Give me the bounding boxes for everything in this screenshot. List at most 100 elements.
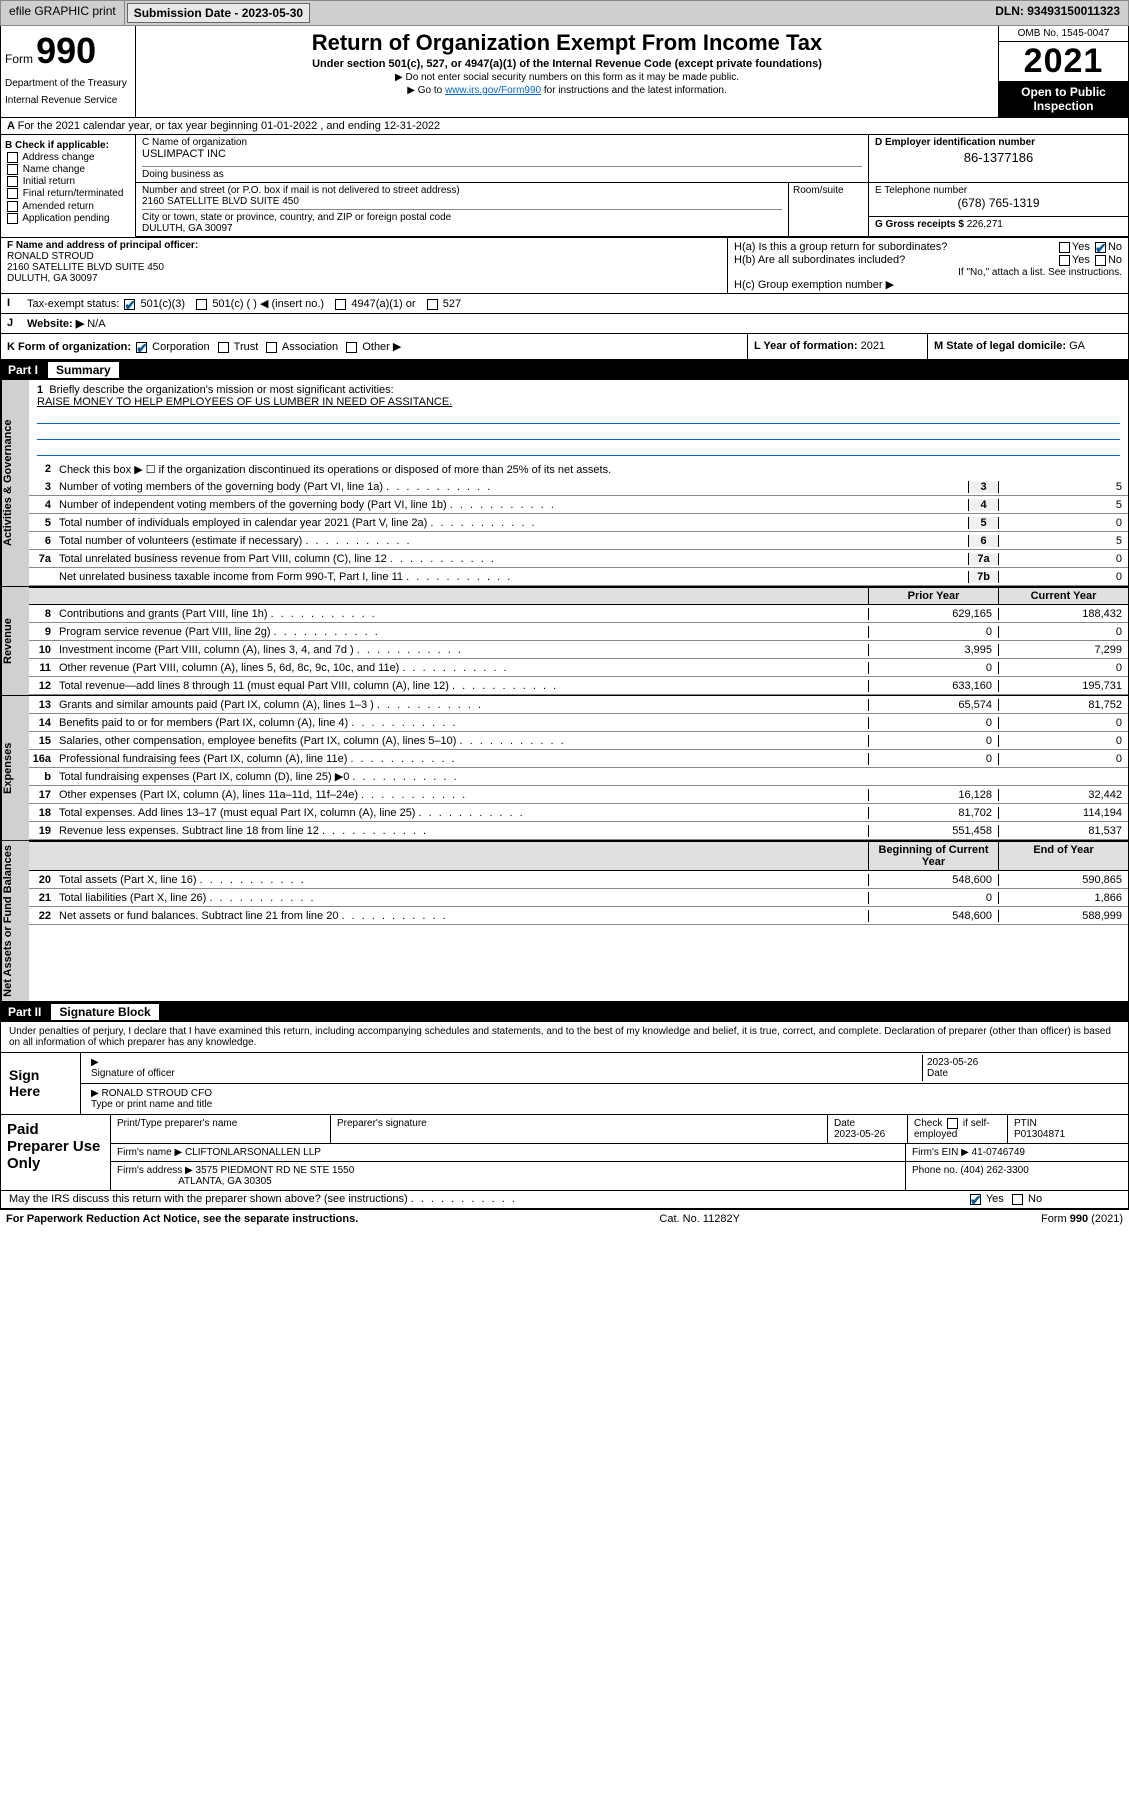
data-line: 18Total expenses. Add lines 13–17 (must … [29,804,1128,822]
data-line: 12Total revenue—add lines 8 through 11 (… [29,677,1128,695]
form-subtitle: Under section 501(c), 527, or 4947(a)(1)… [144,58,990,70]
row-j: J Website: ▶ N/A [0,314,1129,334]
may-discuss-row: May the IRS discuss this return with the… [0,1191,1129,1209]
col-g: G Gross receipts $ 226,271 [869,216,1129,232]
data-line: 19Revenue less expenses. Subtract line 1… [29,822,1128,840]
sign-date: 2023-05-26 [927,1057,978,1068]
col-e: E Telephone number (678) 765-1319 G Gros… [868,183,1128,236]
irs-label: Internal Revenue Service [5,95,131,106]
instruction-2: ▶ Go to www.irs.gov/Form990 for instruct… [144,85,990,96]
paid-preparer-label: Paid Preparer Use Only [1,1115,111,1190]
col-d: D Employer identification number 86-1377… [868,135,1128,182]
data-line: 16aProfessional fundraising fees (Part I… [29,750,1128,768]
row-l: L Year of formation: 2021 [748,334,928,359]
section-expenses: Expenses 13Grants and similar amounts pa… [0,696,1129,841]
vtab-revenue: Revenue [1,587,29,695]
part1-header: Part I Summary [0,360,1129,380]
chk-address-change[interactable]: Address change [5,152,131,163]
firm-phone: (404) 262-3300 [960,1165,1028,1176]
data-line: 8Contributions and grants (Part VIII, li… [29,605,1128,623]
chk-application-pending[interactable]: Application pending [5,213,131,224]
instruction-1: ▶ Do not enter social security numbers o… [144,72,990,83]
header-right: OMB No. 1545-0047 2021 Open to Public In… [998,26,1128,117]
data-line: 10Investment income (Part VIII, column (… [29,641,1128,659]
org-name: USLIMPACT INC [142,148,862,160]
section-netassets: Net Assets or Fund Balances Beginning of… [0,841,1129,1002]
ein: 86-1377186 [875,150,1122,165]
chk-initial-return[interactable]: Initial return [5,176,131,187]
submission-date-button[interactable]: Submission Date - 2023-05-30 [127,3,310,23]
data-line: 13Grants and similar amounts paid (Part … [29,696,1128,714]
form-number: 990 [36,30,96,71]
row-m: M State of legal domicile: GA [928,334,1128,359]
tax-year: 2021 [999,42,1128,81]
mission-text: RAISE MONEY TO HELP EMPLOYEES OF US LUMB… [37,396,452,408]
chk-final-return[interactable]: Final return/terminated [5,188,131,199]
preparer-date: 2023-05-26 [834,1129,885,1140]
vtab-expenses: Expenses [1,696,29,840]
vtab-netassets: Net Assets or Fund Balances [1,841,29,1001]
col-b: B Check if applicable: Address change Na… [1,135,136,237]
form-title: Return of Organization Exempt From Incom… [144,30,990,56]
page-footer: For Paperwork Reduction Act Notice, see … [0,1209,1129,1228]
rev-header: Prior Year Current Year [29,587,1128,605]
vtab-governance: Activities & Governance [1,380,29,586]
line-1: 1 Briefly describe the organization's mi… [29,380,1128,460]
row-a: A For the 2021 calendar year, or tax yea… [0,118,1129,135]
data-line: 9Program service revenue (Part VIII, lin… [29,623,1128,641]
paid-preparer-block: Paid Preparer Use Only Print/Type prepar… [0,1115,1129,1191]
city-state-zip: DULUTH, GA 30097 [142,223,782,234]
section-governance: Activities & Governance 1 Briefly descri… [0,380,1129,587]
officer-name: RONALD STROUD [7,251,94,262]
data-line: 22Net assets or fund balances. Subtract … [29,907,1128,925]
summary-line: 5Total number of individuals employed in… [29,514,1128,532]
org-name-cell: C Name of organization USLIMPACT INC Doi… [136,135,868,182]
firm-address: 3575 PIEDMONT RD NE STE 1550 [196,1165,355,1176]
row-klm: K Form of organization: Corporation Trus… [0,334,1129,360]
data-line: 21Total liabilities (Part X, line 26) 01… [29,889,1128,907]
sign-here-block: Sign Here ▶Signature of officer 2023-05-… [0,1053,1129,1115]
block-bcdeg: B Check if applicable: Address change Na… [0,135,1129,238]
signature-declaration: Under penalties of perjury, I declare th… [0,1022,1129,1053]
dln-label: DLN: 93493150011323 [987,1,1128,25]
addr-cell: Number and street (or P.O. box if mail i… [136,183,788,236]
summary-line: 7aTotal unrelated business revenue from … [29,550,1128,568]
omb-number: OMB No. 1545-0047 [999,26,1128,42]
line-2: 2Check this box ▶ ☐ if the organization … [29,460,1128,478]
section-revenue: Revenue Prior Year Current Year 8Contrib… [0,587,1129,696]
phone: (678) 765-1319 [875,196,1122,210]
chk-name-change[interactable]: Name change [5,164,131,175]
summary-line: 6Total number of volunteers (estimate if… [29,532,1128,550]
website: N/A [87,318,105,330]
summary-line: Net unrelated business taxable income fr… [29,568,1128,586]
balance-header: Beginning of Current Year End of Year [29,841,1128,871]
firm-ein: 41-0746749 [972,1147,1025,1158]
header-left: Form 990 Department of the Treasury Inte… [1,26,136,117]
col-h: H(a) Is this a group return for subordin… [728,238,1128,293]
data-line: 15Salaries, other compensation, employee… [29,732,1128,750]
room-suite: Room/suite [788,183,868,236]
block-fh: F Name and address of principal officer:… [0,238,1129,294]
ptin: P01304871 [1014,1129,1065,1140]
data-line: bTotal fundraising expenses (Part IX, co… [29,768,1128,786]
gross-receipts: 226,271 [967,219,1003,230]
data-line: 17Other expenses (Part IX, column (A), l… [29,786,1128,804]
firm-name: CLIFTONLARSONALLEN LLP [185,1147,321,1158]
chk-amended-return[interactable]: Amended return [5,201,131,212]
col-f: F Name and address of principal officer:… [1,238,728,293]
form-header: Form 990 Department of the Treasury Inte… [0,26,1129,118]
header-mid: Return of Organization Exempt From Incom… [136,26,998,117]
summary-line: 3Number of voting members of the governi… [29,478,1128,496]
efile-label: efile GRAPHIC print [1,1,125,25]
dept-label: Department of the Treasury [5,78,131,89]
col-c: C Name of organization USLIMPACT INC Doi… [136,135,1128,237]
part2-header: Part II Signature Block [0,1002,1129,1022]
summary-line: 4Number of independent voting members of… [29,496,1128,514]
top-bar: efile GRAPHIC print Submission Date - 20… [0,0,1129,26]
irs-link[interactable]: www.irs.gov/Form990 [445,85,541,96]
open-inspection: Open to Public Inspection [999,81,1128,117]
col-b-title: B Check if applicable: [5,140,131,151]
sign-here-label: Sign Here [1,1053,81,1114]
data-line: 20Total assets (Part X, line 16) 548,600… [29,871,1128,889]
data-line: 14Benefits paid to or for members (Part … [29,714,1128,732]
